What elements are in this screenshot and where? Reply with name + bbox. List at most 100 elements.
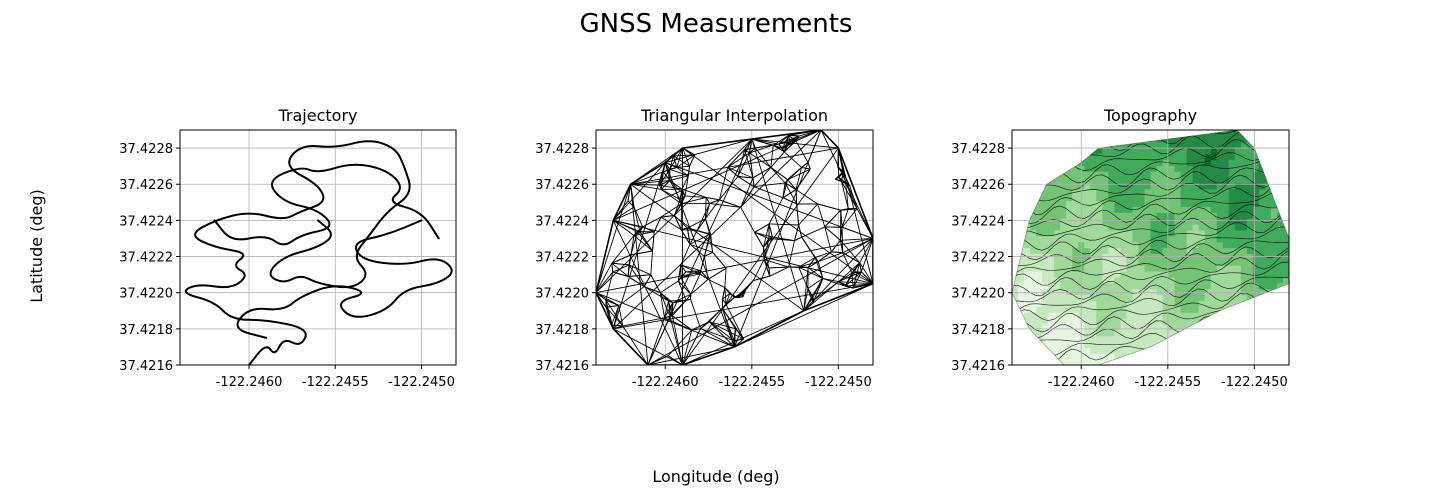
topography-cell (1114, 312, 1121, 319)
topography-cell (1276, 259, 1284, 266)
topography-cell (1120, 147, 1128, 155)
topography-cell (1180, 288, 1188, 296)
topography-cell (1036, 247, 1043, 254)
mesh-edge (748, 138, 753, 154)
topography-cell (1156, 177, 1164, 184)
topography-cell (1036, 271, 1043, 278)
topography-cell (1264, 229, 1272, 237)
topography-cell (1132, 171, 1140, 178)
topography-cell (1246, 200, 1254, 207)
topography-cell (1252, 224, 1260, 231)
topography-cell (1192, 200, 1200, 207)
topography-cell (1198, 141, 1206, 149)
mesh-edge (680, 273, 701, 279)
topography-cell (1186, 224, 1194, 231)
topography-cell (1096, 218, 1103, 225)
topography-cell (1096, 200, 1103, 207)
topography-cell (1192, 159, 1200, 166)
topography-cell (1108, 294, 1115, 301)
topography-cell (1156, 200, 1164, 207)
mesh-hull (596, 130, 873, 365)
topography-cell (1120, 153, 1128, 160)
topography-cell (1270, 200, 1278, 207)
topography-cell (1210, 306, 1218, 313)
topography-cell (1162, 323, 1170, 331)
topography-cell (1054, 229, 1061, 237)
topography-cell (1198, 200, 1206, 207)
topography-cell (1234, 159, 1242, 166)
topography-cell (1228, 288, 1236, 296)
topography-cell (1174, 224, 1182, 231)
topography-cell (1030, 229, 1037, 237)
topography-cell (1234, 224, 1242, 231)
topography-cell (1144, 306, 1152, 313)
topography-cell (1102, 153, 1109, 160)
topography-cell (1204, 235, 1212, 243)
topography-cell (1186, 276, 1194, 284)
topography-cell (1252, 171, 1260, 178)
mesh-edge (669, 175, 689, 181)
topography-cell (1066, 206, 1073, 213)
topography-cell (1162, 224, 1170, 231)
figure-ylabel: Latitude (deg) (27, 189, 46, 303)
topography-cell (1108, 312, 1115, 319)
topography-cell (1108, 218, 1115, 225)
topography-cell (1234, 177, 1242, 184)
mesh-edge (696, 218, 706, 231)
mesh-edge (725, 303, 744, 340)
contour-line (1012, 209, 1289, 251)
topography-cell (1066, 247, 1073, 254)
mesh-edge (794, 224, 800, 241)
mesh-edge (605, 299, 619, 306)
topography-cell (1246, 294, 1254, 301)
topography-cell (1210, 276, 1218, 284)
topography-cell (1114, 177, 1121, 184)
topography-cell (1102, 224, 1109, 231)
topography-cell (1048, 229, 1055, 237)
topography-cell (1198, 171, 1206, 178)
contour-line (1012, 214, 1289, 261)
topography-cell (1066, 224, 1073, 231)
topography-cell (1102, 165, 1109, 172)
topography-cell (1036, 212, 1043, 219)
topography-cell (1114, 353, 1121, 360)
topography-cell (1222, 276, 1230, 284)
topography-cell (1096, 241, 1103, 249)
topography-cell (1174, 218, 1182, 225)
topography-cell (1210, 141, 1218, 149)
mesh-edge (751, 138, 839, 149)
topography-cell (1276, 265, 1284, 272)
topography-cell (1090, 329, 1097, 337)
topography-cell (1024, 300, 1031, 307)
topography-cell (1210, 259, 1218, 266)
topography-cell (1114, 265, 1121, 272)
topography-cell (1102, 229, 1109, 237)
topography-cell (1264, 194, 1272, 202)
mesh-edge (618, 286, 645, 306)
topography-cell (1240, 229, 1248, 237)
topography-cell (1036, 282, 1043, 290)
topography-cell (1204, 147, 1212, 155)
topography-cell (1084, 276, 1091, 284)
panel-title: Trajectory (278, 106, 358, 125)
mesh-edge (807, 267, 824, 279)
topography-cell (1258, 276, 1266, 284)
topography-cell (1048, 200, 1055, 207)
mesh-edge (680, 264, 701, 275)
topography-cell (1240, 147, 1248, 155)
topography-cell (1162, 265, 1170, 272)
y-tick-label: 37.4226 (951, 178, 1005, 193)
mesh-edge (705, 203, 711, 219)
mesh-edge (722, 287, 726, 300)
mesh-edge (682, 147, 839, 365)
topography-cell (1024, 247, 1031, 254)
topography-cell (1258, 259, 1266, 266)
topography-cell (1066, 312, 1073, 319)
topography-cell (1066, 212, 1073, 219)
topography-cell (1042, 288, 1049, 296)
topography-cell (1258, 224, 1266, 231)
y-tick-label: 37.4224 (119, 214, 173, 229)
topography-cell (1048, 282, 1055, 290)
topography-cell (1258, 235, 1266, 243)
topography-cell (1084, 347, 1091, 354)
